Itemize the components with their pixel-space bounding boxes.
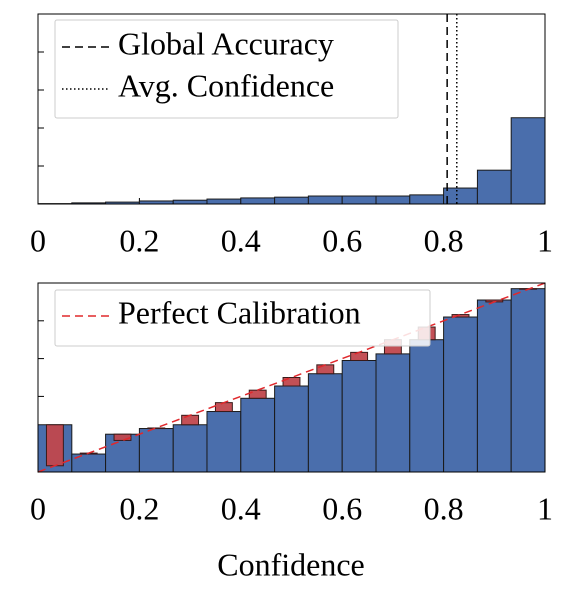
bar — [510, 117, 546, 205]
bar — [476, 169, 512, 205]
legend-label: Perfect Calibration — [118, 294, 361, 330]
bar — [307, 195, 343, 205]
accuracy-bar — [443, 316, 478, 473]
bar — [274, 196, 309, 205]
x-tick-label: 0.8 — [424, 490, 464, 526]
x-axis-label: Confidence — [217, 546, 365, 582]
accuracy-bar — [510, 288, 546, 473]
gap-bar — [248, 389, 267, 399]
gap-bar — [45, 424, 64, 467]
bar — [375, 195, 411, 205]
gap-bar — [147, 427, 166, 430]
x-tick-label: 0 — [30, 490, 46, 526]
bar — [172, 199, 208, 205]
gap-bar — [214, 402, 233, 413]
gap-bar — [451, 314, 470, 318]
x-tick-label: 0.2 — [119, 222, 159, 258]
bar — [409, 194, 445, 205]
x-tick-label: 1 — [537, 222, 553, 258]
x-tick-label: 0.2 — [119, 490, 159, 526]
gap-bar — [350, 351, 369, 361]
legend-label: Avg. Confidence — [118, 67, 334, 103]
accuracy-bar — [240, 397, 276, 473]
legend-label: Global Accuracy — [118, 25, 334, 61]
plot-frame — [37, 13, 546, 205]
gap-bar — [282, 377, 301, 387]
bar — [206, 198, 242, 205]
bar — [341, 195, 377, 205]
gap-bar — [316, 364, 335, 375]
legend-box — [54, 19, 399, 119]
x-tick-label: 0.4 — [221, 490, 261, 526]
accuracy-bar — [341, 359, 377, 473]
accuracy-bar — [375, 353, 411, 473]
bar — [443, 187, 478, 205]
accuracy-bar — [138, 428, 174, 473]
x-tick-label: 0 — [30, 222, 46, 258]
x-tick-label: 0.6 — [322, 222, 362, 258]
x-tick-label: 0.6 — [322, 490, 362, 526]
legend-box — [54, 289, 431, 347]
gap-bar — [113, 433, 132, 441]
accuracy-bar — [307, 373, 343, 473]
accuracy-bar — [476, 299, 512, 473]
accuracy-bar — [409, 339, 445, 473]
accuracy-bar — [206, 411, 242, 473]
accuracy-bar — [172, 424, 208, 473]
bar — [240, 197, 276, 205]
x-tick-label: 0.8 — [424, 222, 464, 258]
x-tick-label: 0.4 — [221, 222, 261, 258]
accuracy-bar — [274, 385, 309, 473]
x-tick-label: 1 — [537, 490, 553, 526]
plot-frame — [37, 282, 546, 473]
